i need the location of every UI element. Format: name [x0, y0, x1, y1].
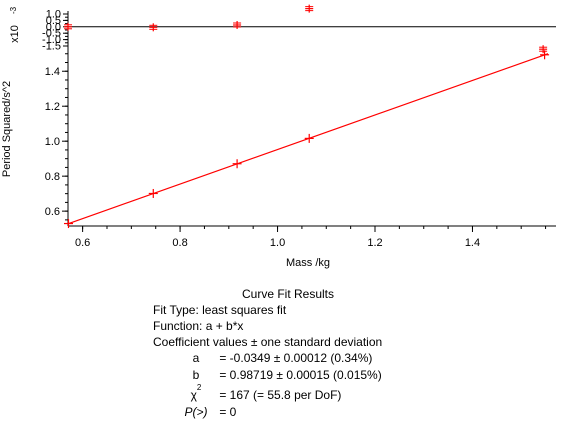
residual-y-tick-label: 0.0 [46, 21, 61, 33]
residual-y-label: x10 [9, 25, 21, 43]
main-y-tick-label: 1.2 [45, 101, 60, 113]
chi-superscript: 2 [196, 383, 202, 392]
main-x-tick-label: 1.4 [465, 237, 480, 249]
residual-y-tick-label: 0.5 [46, 15, 61, 27]
fit-results-title: Curve Fit Results [241, 287, 335, 301]
fit-row-p-symbol: P(>) [184, 405, 208, 419]
main-y-tick-label: 1.0 [45, 136, 60, 148]
fit-row-a-value: = -0.0349 ± 0.00012 (0.34%) [219, 351, 373, 365]
fit-row-b-symbol: b [192, 368, 200, 382]
main-y-label: Period Squared/s^2 [1, 81, 13, 177]
main-y-tick-label: 0.6 [45, 206, 60, 218]
fit-row-b: b = 0.98719 ± 0.00015 (0.015%) [176, 368, 382, 382]
fit-row-chisq-value: = 167 (= 55.8 per DoF) [219, 388, 342, 402]
fit-row-p-value: = 0 [219, 405, 237, 419]
main-x-label: Mass /kg [286, 257, 330, 269]
main-y-tick-label: 1.4 [45, 66, 60, 78]
residual-y-label-exponent: -3 [9, 6, 18, 14]
main-x-tick-label: 1.2 [367, 237, 382, 249]
chi-symbol: χ [190, 388, 197, 402]
fit-row-a-symbol: a [192, 351, 200, 365]
fit-coeff-header: Coefficient values ± one standard deviat… [153, 335, 383, 349]
main-x-tick-label: 1.0 [270, 237, 285, 249]
fit-row-a: a = -0.0349 ± 0.00012 (0.34%) [176, 351, 373, 365]
residual-y-tick-label: -1.0 [42, 34, 61, 46]
fit-row-chisq: χ2 = 167 (= 55.8 per DoF) [176, 383, 342, 402]
main-x-tick-label: 0.8 [172, 237, 187, 249]
fit-row-p: P(>) = 0 [176, 405, 236, 419]
chart-figure: 1.00.50.0-0.5-1.0-1.5x10-30.60.81.01.21.… [1, 4, 556, 269]
residual-y-tick-label: -0.5 [42, 28, 61, 40]
main-y-tick-label: 0.8 [45, 171, 60, 183]
residual-y-tick-label: -1.5 [42, 41, 61, 53]
fit-type-line: Fit Type: least squares fit [153, 303, 287, 317]
fit-row-b-value: = 0.98719 ± 0.00015 (0.015%) [219, 368, 382, 382]
fit-function-line: Function: a + b*x [153, 319, 244, 333]
fit-row-chisq-symbol: χ2 [176, 383, 216, 402]
residual-y-tick-label: 1.0 [46, 9, 61, 21]
main-x-tick-label: 0.6 [75, 237, 90, 249]
